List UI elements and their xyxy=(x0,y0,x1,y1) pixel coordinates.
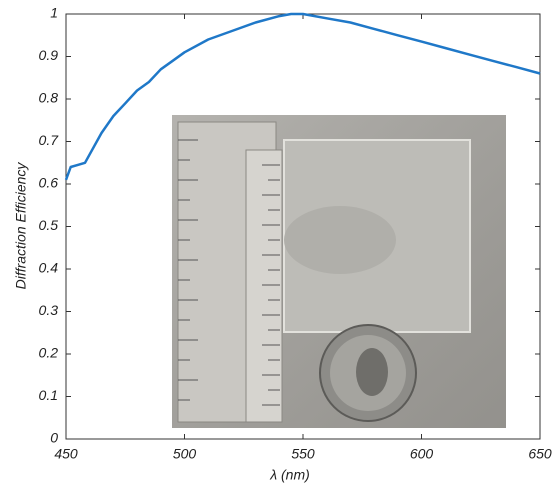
x-axis-label: λ (nm) xyxy=(269,467,310,483)
x-tick-label: 500 xyxy=(173,446,197,462)
x-tick-label: 650 xyxy=(528,446,552,462)
y-tick-label: 0.1 xyxy=(39,387,58,403)
y-tick-label: 0.9 xyxy=(39,47,59,63)
y-tick-label: 0.5 xyxy=(39,217,59,233)
y-tick-label: 0.3 xyxy=(39,302,59,318)
y-tick-label: 0 xyxy=(50,430,58,446)
y-tick-label: 0.2 xyxy=(39,345,59,361)
y-tick-label: 0.8 xyxy=(39,90,59,106)
y-tick-label: 0.7 xyxy=(39,132,60,148)
x-tick-label: 550 xyxy=(291,446,315,462)
y-tick-label: 0.4 xyxy=(39,260,59,276)
y-tick-label: 0.6 xyxy=(39,175,59,191)
x-tick-label: 450 xyxy=(54,446,78,462)
y-tick-label: 1 xyxy=(50,5,58,21)
y-axis-label: Diffraction Efficiency xyxy=(13,162,29,290)
x-tick-label: 600 xyxy=(410,446,434,462)
inset-photo xyxy=(172,115,506,428)
chart: λ (nm) Diffraction Efficiency 0 0.1 0.2 0.3… xyxy=(0,0,554,493)
